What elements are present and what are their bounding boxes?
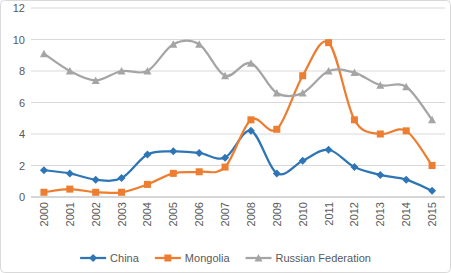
series-line (44, 131, 432, 191)
data-point (143, 67, 151, 75)
data-point (350, 69, 358, 77)
legend-label: Russian Federation (276, 252, 371, 264)
x-tick-label: 2005 (167, 202, 179, 226)
data-point (350, 163, 358, 171)
data-point (221, 72, 229, 80)
data-point (376, 81, 384, 89)
data-point (299, 89, 307, 97)
data-point (118, 174, 126, 182)
x-tick-label: 2007 (219, 202, 231, 226)
grid-line (31, 39, 445, 40)
data-point (222, 164, 229, 171)
data-point (325, 146, 333, 154)
data-point (92, 189, 99, 196)
legend-label: Mongolia (185, 252, 231, 264)
chart-border (1, 1, 451, 273)
x-tick-label: 2002 (90, 202, 102, 226)
legend-key-marker (164, 255, 171, 262)
y-tick-label: 10 (13, 34, 25, 46)
grid-line (31, 102, 445, 103)
data-point (299, 157, 307, 165)
data-point (273, 89, 281, 97)
x-tick-label: 2011 (323, 202, 335, 226)
data-point (40, 166, 48, 174)
data-point (92, 176, 100, 184)
grid-line (31, 197, 445, 198)
x-tick-label: 2010 (297, 202, 309, 226)
x-tick-label: 2006 (193, 202, 205, 226)
data-point (169, 147, 177, 155)
x-tick-label: 2003 (116, 202, 128, 226)
x-tick-label: 2008 (245, 202, 257, 226)
data-point (299, 72, 306, 79)
x-tick-label: 2012 (348, 202, 360, 226)
x-tick-label: 2013 (374, 202, 386, 226)
data-point (195, 149, 203, 157)
data-point (403, 127, 410, 134)
series-line (44, 41, 432, 120)
x-tick-label: 2014 (400, 202, 412, 226)
data-point (221, 154, 229, 162)
x-tick-label: 2015 (426, 202, 438, 226)
data-point (66, 186, 73, 193)
y-tick-label: 0 (19, 191, 25, 203)
data-point (377, 131, 384, 138)
chart-root: 0 2 4 6 8 10 12 2000 2001 2002 2003 2004 2005 2006 200… (0, 0, 451, 273)
chart: 0 2 4 6 8 10 12 2000 2001 2002 2003 2004 2005 2006 200… (0, 0, 451, 273)
legend-key-marker (255, 254, 263, 262)
data-point (402, 83, 410, 91)
data-point (118, 189, 125, 196)
legend-key-marker (89, 254, 97, 262)
data-point (428, 187, 436, 195)
data-point (402, 176, 410, 184)
y-tick-label: 4 (19, 128, 25, 140)
data-point (325, 67, 333, 75)
data-point (66, 67, 74, 75)
data-point (273, 169, 281, 177)
x-axis (31, 197, 445, 198)
data-point (169, 40, 177, 48)
legend-label: China (110, 252, 140, 264)
data-point (66, 169, 74, 177)
x-tick-label: 2001 (64, 202, 76, 226)
data-point (170, 170, 177, 177)
data-point (196, 168, 203, 175)
plot-area (40, 39, 436, 196)
y-tick-label: 8 (19, 65, 25, 77)
y-tick-label: 6 (19, 97, 25, 109)
data-point (118, 67, 126, 75)
data-point (92, 76, 100, 84)
x-tick-label: 2004 (141, 202, 153, 226)
data-point (376, 171, 384, 179)
data-point (247, 127, 255, 135)
data-point (429, 162, 436, 169)
data-point (247, 59, 255, 67)
data-point (273, 126, 280, 133)
data-point (40, 50, 48, 58)
data-point (40, 189, 47, 196)
data-point (247, 116, 254, 123)
data-point (351, 116, 358, 123)
x-tick-label: 2000 (38, 202, 50, 226)
y-tick-label: 12 (13, 2, 25, 14)
data-point (144, 181, 151, 188)
legend: China Mongolia Russian Federation (80, 252, 371, 264)
data-point (195, 40, 203, 48)
data-point (143, 150, 151, 158)
data-point (428, 116, 436, 124)
x-tick-label: 2009 (271, 202, 283, 226)
grid-line (31, 8, 445, 9)
grid-line (31, 165, 445, 166)
data-point (325, 39, 332, 46)
y-tick-label: 2 (19, 160, 25, 172)
series-line (44, 41, 432, 193)
